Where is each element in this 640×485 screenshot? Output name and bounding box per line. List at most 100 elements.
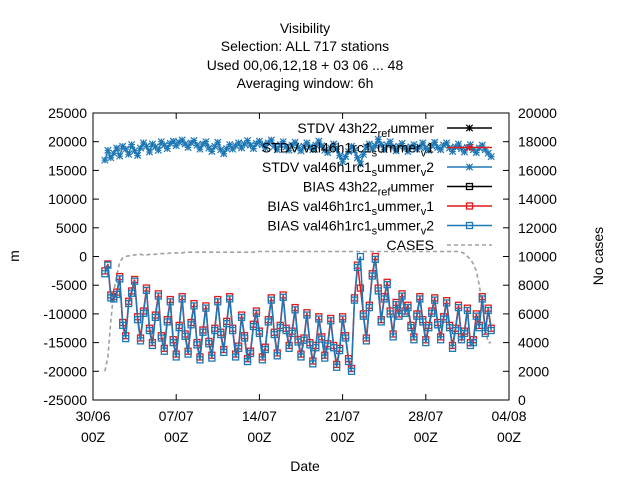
data-point-square	[169, 338, 177, 347]
chart-subtitle-used: Used 00,06,12,18 + 03 06 ... 48	[207, 57, 404, 73]
data-point-star	[154, 146, 162, 154]
data-point-star	[465, 143, 474, 152]
data-point-star	[178, 136, 186, 144]
data-point-square	[243, 357, 252, 366]
data-point-star	[368, 145, 376, 153]
data-point-star	[353, 154, 362, 162]
data-point-square	[338, 315, 347, 323]
data-point-star	[365, 140, 373, 148]
data-point-square	[261, 345, 269, 354]
x-tick-label: 30/06	[75, 408, 110, 424]
x-tick-label-time: 00Z	[164, 429, 189, 445]
data-point-square	[258, 356, 267, 364]
chart-title: Visibility	[280, 20, 330, 36]
data-point-star	[425, 146, 433, 154]
data-point-square	[196, 356, 204, 364]
data-point-star	[437, 146, 445, 154]
chart-titles: Visibility Selection: ALL 717 stations U…	[207, 20, 404, 91]
series-line-cases	[104, 250, 492, 372]
data-point-square	[463, 306, 472, 315]
y-tick-label: -5000	[51, 277, 87, 293]
data-point-star	[350, 146, 359, 154]
y-tick-label: -15000	[43, 335, 87, 351]
data-point-star	[380, 146, 388, 154]
data-point-star	[172, 142, 180, 150]
data-point-star	[125, 150, 133, 158]
data-point-star	[344, 147, 353, 156]
data-point-square	[335, 346, 344, 355]
data-point-square	[122, 334, 130, 343]
data-point-star	[392, 147, 400, 155]
data-point-square	[193, 341, 201, 349]
y-tick-label: 25000	[48, 105, 87, 121]
data-point-star	[410, 140, 418, 149]
y-tick-label: 0	[79, 249, 87, 265]
data-point-square	[234, 344, 243, 352]
data-point-star	[226, 140, 234, 149]
data-point-star	[371, 142, 379, 150]
data-point-square	[226, 295, 234, 303]
data-point-square	[104, 261, 112, 269]
data-point-square	[113, 290, 121, 299]
data-point-square	[419, 318, 427, 326]
data-point-star	[243, 136, 252, 145]
data-point-star	[181, 140, 189, 148]
data-point-square	[333, 363, 341, 371]
data-point-square	[223, 320, 231, 328]
data-point-square	[356, 252, 365, 261]
y2-tick-label: 14000	[518, 191, 557, 207]
data-point-star	[428, 142, 436, 150]
data-point-star	[122, 145, 130, 153]
data-point-square	[465, 221, 474, 230]
data-point-square	[211, 326, 219, 335]
x-axis-label: Date	[290, 458, 320, 474]
data-point-square	[362, 337, 371, 345]
data-point-square	[279, 293, 287, 301]
data-point-star	[107, 154, 115, 162]
data-point-square	[202, 304, 210, 312]
data-point-star	[104, 146, 112, 154]
data-point-square	[350, 296, 359, 304]
y2-tick-label: 4000	[518, 335, 549, 351]
data-point-star	[270, 142, 278, 150]
data-point-square	[434, 321, 442, 329]
legend-label-stdv_v2: STDV val46h1rc1summerv2	[262, 159, 434, 179]
data-point-square	[442, 299, 451, 307]
data-point-star	[383, 141, 391, 149]
data-point-square	[431, 296, 439, 304]
data-point-star	[279, 138, 287, 146]
data-point-square	[142, 286, 151, 295]
data-point-square	[229, 326, 237, 335]
chart-subtitle-selection: Selection: ALL 717 stations	[221, 38, 389, 54]
data-point-square	[288, 329, 296, 338]
data-point-square	[365, 303, 373, 312]
y2-tick-label: 16000	[518, 162, 557, 178]
data-point-star	[196, 145, 204, 153]
axes: -25000 -20000 -15000 -10000 -5000 0 5000 10000 1…	[43, 105, 557, 445]
data-point-square	[380, 295, 388, 303]
data-point-star	[169, 137, 177, 145]
data-point-star	[472, 148, 480, 157]
legend-label-cases: CASES	[387, 237, 434, 253]
data-point-square	[184, 350, 192, 358]
data-point-square	[255, 329, 264, 338]
x-tick-label: 04/08	[491, 408, 526, 424]
data-point-square	[465, 202, 474, 210]
data-point-square	[157, 334, 165, 342]
data-point-star	[327, 144, 335, 152]
data-point-star	[249, 144, 258, 153]
data-point-square	[205, 340, 213, 348]
data-point-star	[315, 137, 323, 145]
data-point-square	[472, 312, 480, 320]
data-point-star	[184, 143, 192, 152]
y2-axis-label: No cases	[590, 227, 606, 285]
data-point-square	[315, 315, 323, 323]
data-point-square	[469, 338, 477, 347]
data-point-square	[252, 309, 261, 317]
data-point-star	[309, 146, 317, 154]
y2-tick-label: 18000	[518, 134, 557, 150]
data-point-star	[404, 147, 412, 156]
data-point-star	[457, 144, 466, 153]
